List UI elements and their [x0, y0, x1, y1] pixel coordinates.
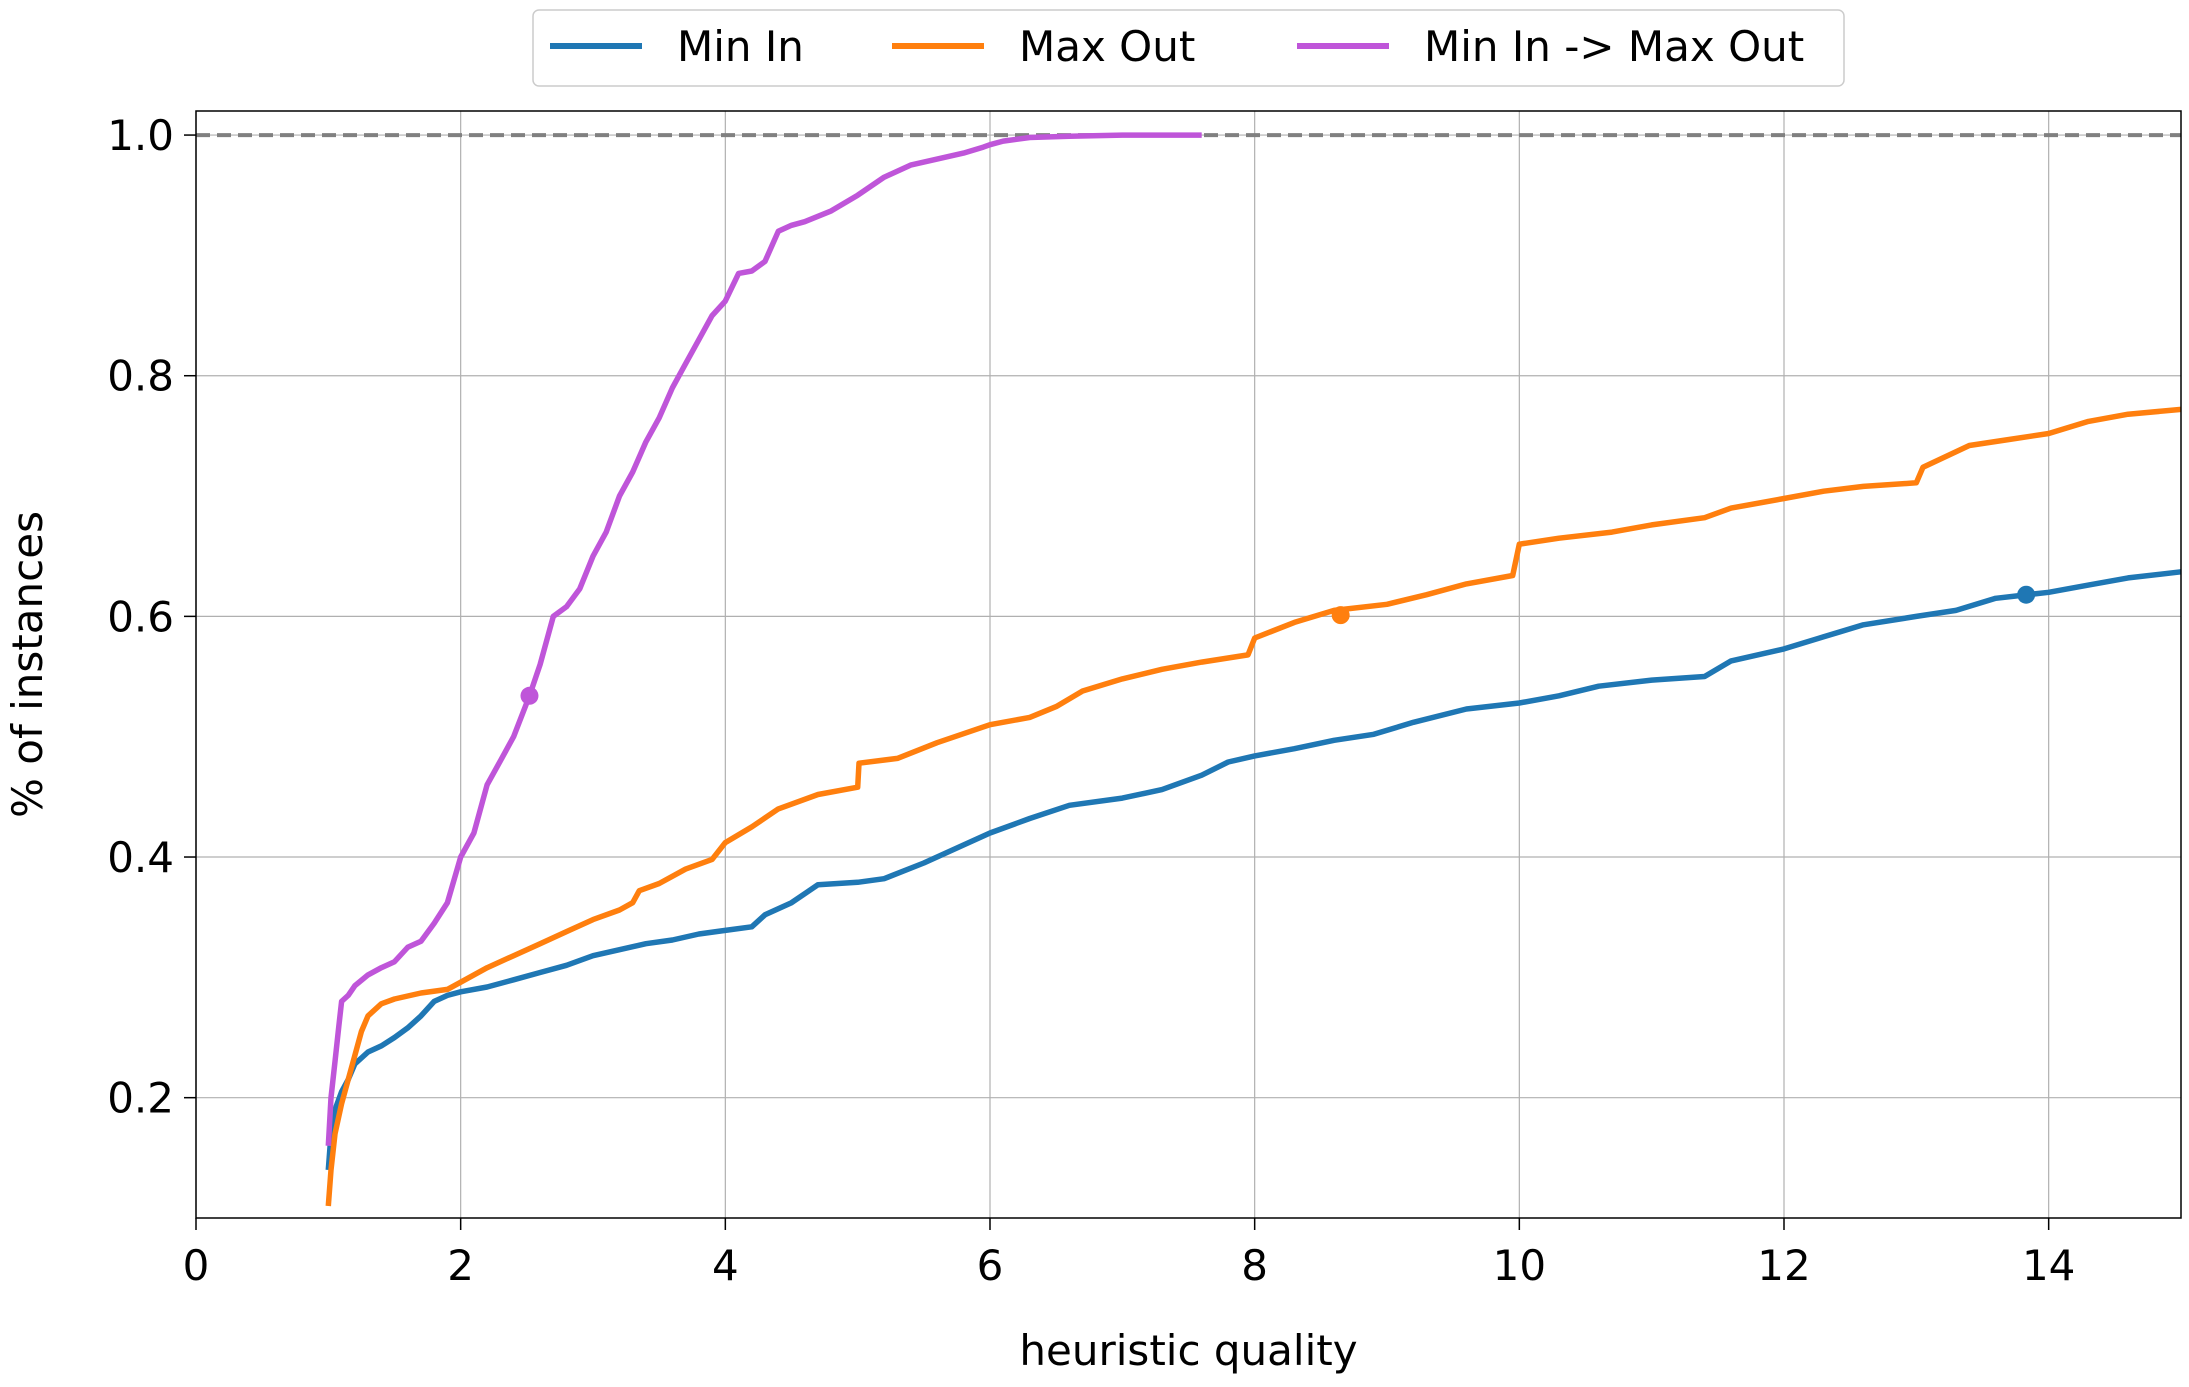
x-tick-label: 4 [712, 1241, 739, 1290]
x-tick-label: 14 [2022, 1241, 2075, 1290]
y-tick-label: 0.4 [107, 833, 174, 882]
x-tick-label: 12 [1757, 1241, 1810, 1290]
y-tick-label: 0.8 [107, 352, 174, 401]
y-tick-label: 0.2 [107, 1074, 174, 1123]
x-tick-label: 6 [977, 1241, 1004, 1290]
legend: Min In Max Out Min In -> Max Out [532, 9, 1845, 87]
series-marker [2017, 585, 2036, 604]
series-layer [325, 132, 2182, 1207]
series-marker [520, 686, 539, 705]
legend-label: Min In [677, 22, 804, 71]
y-tick-label: 0.6 [107, 592, 174, 641]
series-line [325, 132, 1202, 1146]
x-tick-label: 10 [1493, 1241, 1546, 1290]
x-tick-label: 8 [1241, 1241, 1268, 1290]
y-axis-title: % of instances [3, 511, 52, 818]
series-line [325, 406, 2182, 1207]
x-tick-label: 2 [447, 1241, 474, 1290]
series-marker [1331, 606, 1350, 625]
ticks: 0 2 4 6 8 10 12 14 0.2 0.4 0.6 0.8 1.0 [107, 111, 2075, 1290]
legend-label: Min In -> Max Out [1424, 22, 1804, 71]
plot-frame [195, 110, 2182, 1219]
legend-box [532, 9, 1845, 87]
legend-label: Max Out [1019, 22, 1195, 71]
x-axis-title: heuristic quality [1019, 1326, 1357, 1375]
series-line [325, 569, 2182, 1171]
y-tick-label: 1.0 [107, 111, 174, 160]
x-tick-label: 0 [183, 1241, 210, 1290]
